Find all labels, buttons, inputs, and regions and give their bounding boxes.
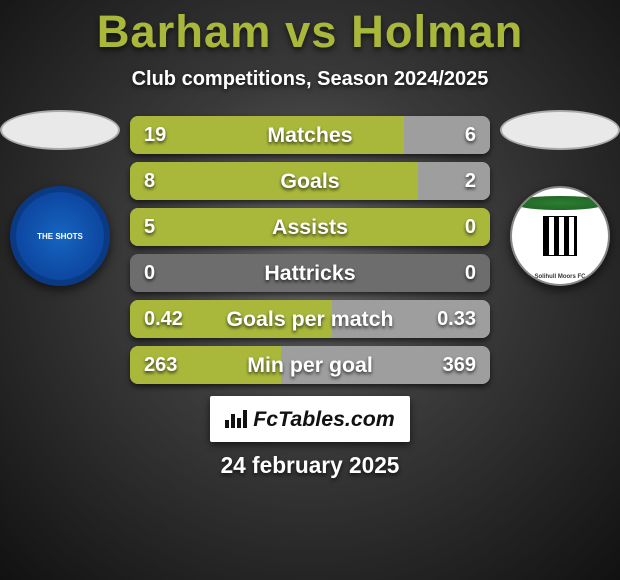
club-left-name: THE SHOTS bbox=[37, 232, 83, 241]
card: Barham vs Holman Club competitions, Seas… bbox=[0, 0, 620, 580]
brand-bars-icon bbox=[225, 410, 247, 428]
stat-row: 196Matches bbox=[130, 116, 490, 154]
stat-label: Matches bbox=[130, 116, 490, 154]
club-right-name: Solihull Moors FC bbox=[512, 274, 608, 280]
page-title: Barham vs Holman bbox=[0, 0, 620, 58]
club-badge-right: Solihull Moors FC bbox=[510, 186, 610, 286]
date-text: 24 february 2025 bbox=[0, 452, 620, 479]
club-badge-left: THE SHOTS bbox=[10, 186, 110, 286]
stat-label: Goals per match bbox=[130, 300, 490, 338]
badge-stripes-icon bbox=[543, 216, 577, 256]
stat-label: Goals bbox=[130, 162, 490, 200]
player2-silhouette-icon bbox=[500, 110, 620, 150]
player1-column: THE SHOTS bbox=[0, 110, 120, 270]
stat-row: 00Hattricks bbox=[130, 254, 490, 292]
stat-label: Min per goal bbox=[130, 346, 490, 384]
player2-column: Solihull Moors FC bbox=[500, 110, 620, 270]
title-vs: vs bbox=[285, 6, 337, 57]
stat-row: 263369Min per goal bbox=[130, 346, 490, 384]
stat-label: Hattricks bbox=[130, 254, 490, 292]
stat-label: Assists bbox=[130, 208, 490, 246]
stat-row: 82Goals bbox=[130, 162, 490, 200]
badge-grass-icon bbox=[512, 196, 608, 210]
stat-row: 0.420.33Goals per match bbox=[130, 300, 490, 338]
brand-text: FcTables.com bbox=[253, 407, 394, 432]
player1-silhouette-icon bbox=[0, 110, 120, 150]
subtitle: Club competitions, Season 2024/2025 bbox=[0, 68, 620, 91]
title-player1: Barham bbox=[97, 6, 272, 57]
stat-row: 50Assists bbox=[130, 208, 490, 246]
stats-bars: 196Matches 82Goals 50Assists 00Hattricks 0.4… bbox=[130, 116, 490, 392]
title-player2: Holman bbox=[351, 6, 523, 57]
brand-box: FcTables.com bbox=[210, 396, 410, 442]
